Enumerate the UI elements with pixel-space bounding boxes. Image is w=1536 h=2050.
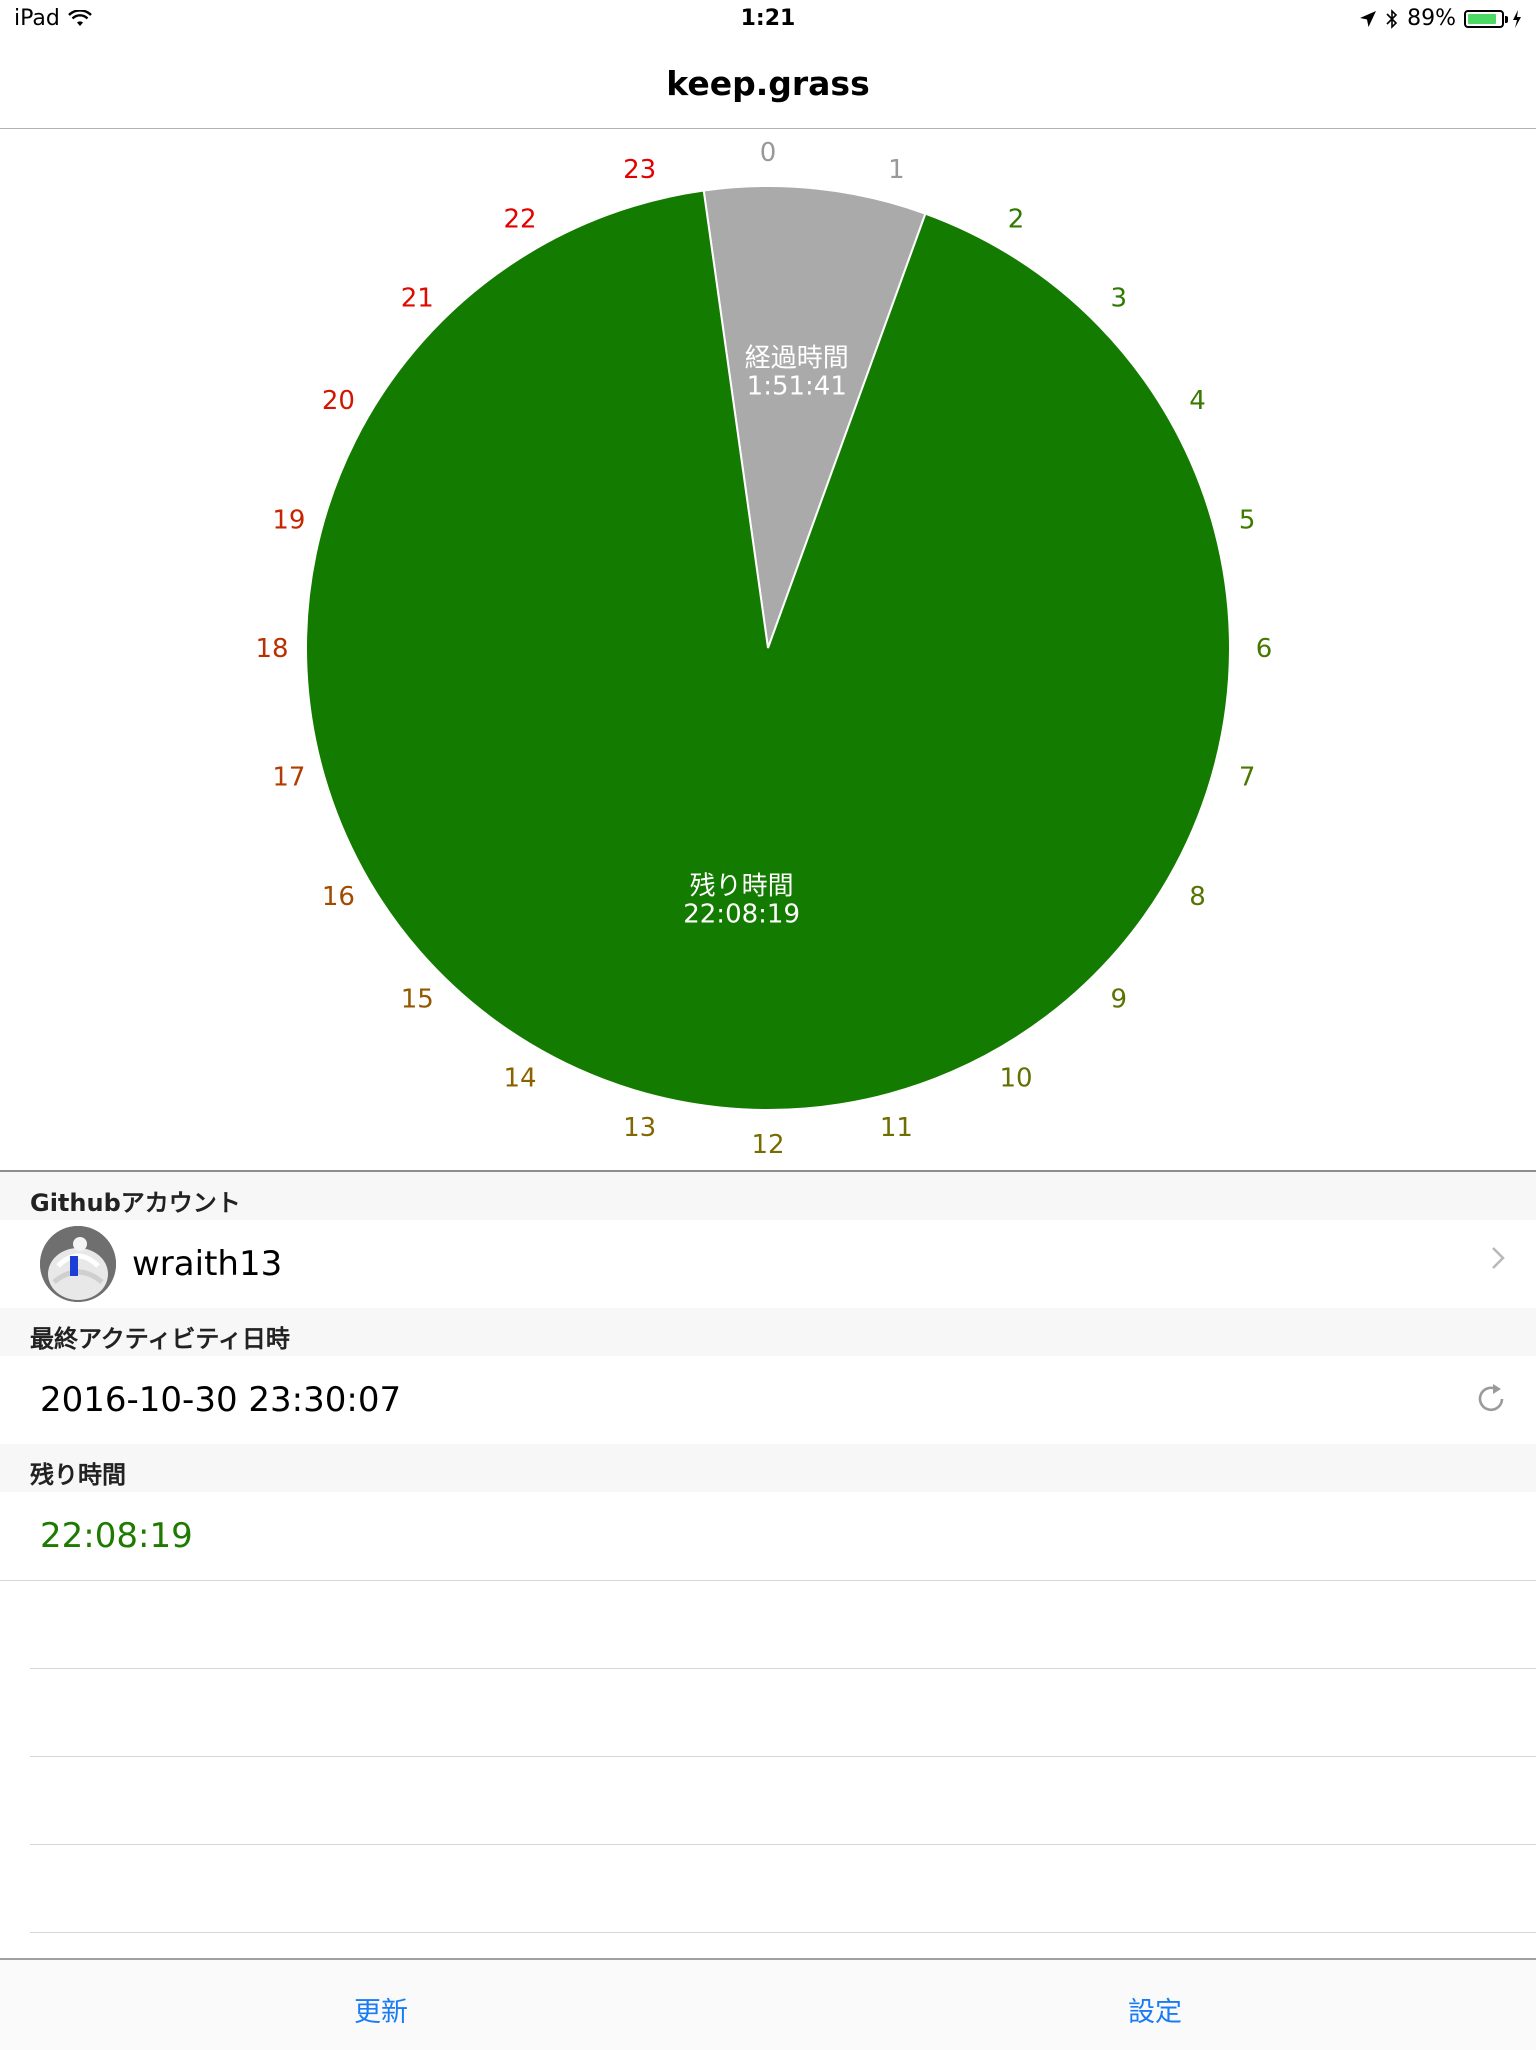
elapsed-slice — [702, 185, 927, 649]
battery-icon — [1464, 9, 1508, 28]
hour-tick-label: 2 — [1008, 204, 1025, 234]
empty-row — [30, 1757, 1536, 1845]
section-header-label: 残り時間 — [30, 1461, 126, 1489]
hour-tick-label: 11 — [880, 1113, 913, 1143]
hour-tick-label: 22 — [503, 204, 536, 234]
hour-tick-label: 10 — [999, 1064, 1032, 1094]
device-label: iPad — [14, 6, 60, 31]
hour-tick-label: 9 — [1110, 985, 1127, 1015]
last-activity-row[interactable]: 2016-10-30 23:30:07 — [0, 1356, 1536, 1444]
status-time: 1:21 — [740, 6, 796, 31]
section-header-label: Githubアカウント — [30, 1189, 241, 1217]
empty-row — [30, 1581, 1536, 1669]
section-header-remaining: 残り時間 — [0, 1444, 1536, 1492]
hour-tick-label: 14 — [503, 1064, 536, 1094]
refresh-icon[interactable] — [1474, 1382, 1508, 1416]
hour-tick-label: 18 — [255, 634, 288, 664]
hour-tick-label: 21 — [401, 283, 434, 313]
hour-tick-label: 6 — [1256, 634, 1273, 664]
settings-tab-button[interactable]: 設定 — [1128, 1997, 1182, 2028]
last-activity-value: 2016-10-30 23:30:07 — [40, 1380, 402, 1420]
hour-tick-label: 3 — [1110, 283, 1127, 313]
slice-value: 1:51:41 — [747, 371, 847, 401]
hour-tick-label: 8 — [1189, 882, 1206, 912]
remaining-slice — [305, 189, 1231, 1111]
hour-tick-label: 0 — [760, 138, 777, 168]
hour-tick-label: 1 — [888, 155, 905, 185]
hour-tick-label: 12 — [751, 1130, 784, 1160]
section-header-github: Githubアカウント — [0, 1172, 1536, 1220]
github-username: wraith13 — [132, 1244, 283, 1284]
slice-label: 残り時間 — [690, 872, 794, 902]
info-table: Githubアカウント wraith13 最終アクティビティ日時 2016-10… — [0, 1170, 1536, 1933]
hour-tick-label: 17 — [272, 762, 305, 792]
page-title: keep.grass — [666, 64, 870, 103]
avatar — [40, 1226, 116, 1302]
hour-tick-label: 19 — [272, 506, 305, 536]
empty-row — [30, 1845, 1536, 1933]
section-header-label: 最終アクティビティ日時 — [30, 1325, 290, 1353]
slice-label: 経過時間 — [745, 343, 849, 373]
empty-row — [30, 1669, 1536, 1757]
hour-tick-label: 20 — [322, 386, 355, 416]
battery-percent: 89% — [1407, 6, 1456, 31]
status-bar: iPad 1:21 89% — [0, 0, 1536, 40]
tab-bar: 更新 設定 — [0, 1958, 1536, 2050]
section-header-last-activity: 最終アクティビティ日時 — [0, 1308, 1536, 1356]
hour-tick-label: 7 — [1239, 762, 1256, 792]
remaining-time-row: 22:08:19 — [0, 1492, 1536, 1581]
hour-tick-label: 16 — [322, 882, 355, 912]
remaining-time-value: 22:08:19 — [40, 1516, 193, 1556]
bluetooth-icon — [1386, 8, 1398, 29]
location-arrow-icon — [1360, 10, 1377, 27]
battery-level — [1468, 13, 1496, 24]
hour-tick-label: 13 — [623, 1113, 656, 1143]
navigation-bar: keep.grass — [0, 40, 1536, 129]
charging-bolt-icon — [1513, 9, 1521, 28]
wifi-icon — [67, 9, 92, 26]
chevron-right-icon — [1490, 1244, 1506, 1279]
hour-tick-label: 23 — [623, 155, 656, 185]
slice-value: 22:08:19 — [683, 900, 800, 930]
hour-tick-label: 15 — [401, 985, 434, 1015]
hour-tick-label: 5 — [1239, 506, 1256, 536]
github-account-row[interactable]: wraith13 — [0, 1220, 1536, 1308]
hour-tick-label: 4 — [1189, 386, 1206, 416]
refresh-tab-button[interactable]: 更新 — [354, 1997, 408, 2028]
